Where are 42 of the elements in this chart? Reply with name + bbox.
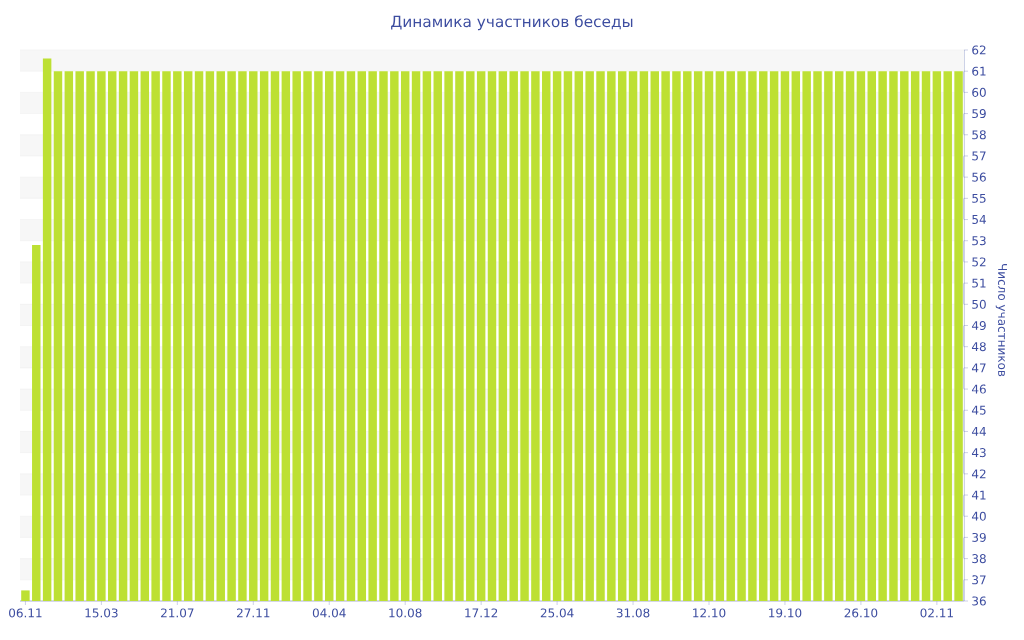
y-tick-label: 58 bbox=[972, 130, 986, 140]
y-tick-label: 43 bbox=[971, 448, 986, 458]
x-tick-label: 15.03 bbox=[85, 608, 118, 618]
x-tick-label: 31.08 bbox=[616, 608, 650, 618]
y-tick-label: 40 bbox=[971, 511, 986, 521]
y-tick-label: 56 bbox=[972, 172, 986, 182]
y-tick-label: 48 bbox=[971, 342, 986, 352]
y-tick-label: 47 bbox=[971, 363, 986, 373]
y-tick-label: 51 bbox=[972, 278, 986, 288]
y-axis-title: Число участников bbox=[995, 264, 1007, 377]
y-tick-label: 55 bbox=[972, 193, 986, 203]
x-tick-label: 10.08 bbox=[389, 608, 422, 618]
x-tick-label: 27.11 bbox=[236, 608, 270, 618]
y-tick-label: 61 bbox=[972, 66, 986, 76]
x-tick-label: 06.11 bbox=[9, 608, 42, 618]
y-tick-label: 57 bbox=[972, 151, 986, 161]
y-tick-label: 52 bbox=[972, 257, 986, 267]
chart-title: Динамика участников беседы bbox=[391, 15, 633, 31]
y-tick-label: 53 bbox=[972, 236, 986, 246]
y-tick-label: 36 bbox=[972, 596, 986, 606]
y-tick-label: 44 bbox=[971, 427, 986, 436]
y-tick-label: 62 bbox=[972, 45, 986, 55]
y-tick-label: 45 bbox=[971, 405, 986, 415]
y-tick-label: 50 bbox=[972, 299, 986, 309]
x-tick-label: 12.10 bbox=[693, 608, 726, 618]
y-tick-label: 49 bbox=[971, 320, 986, 331]
x-tick-label: 26.10 bbox=[844, 608, 878, 618]
y-tick-label: 46 bbox=[971, 384, 986, 394]
x-tick-label: 19.10 bbox=[769, 608, 802, 618]
y-tick-label: 54 bbox=[972, 215, 986, 224]
y-tick-label: 37 bbox=[972, 575, 986, 585]
x-tick-label: 17.12 bbox=[465, 608, 498, 618]
x-tick-label: 21.07 bbox=[161, 608, 194, 618]
y-tick-label: 59 bbox=[972, 109, 986, 119]
x-tick-label: 04.04 bbox=[312, 608, 346, 618]
y-tick-label: 42 bbox=[971, 469, 986, 479]
y-tick-label: 39 bbox=[972, 532, 986, 542]
y-tick-label: 38 bbox=[972, 554, 986, 564]
x-tick-label: 02.11 bbox=[920, 608, 953, 618]
y-tick-label: 60 bbox=[972, 87, 986, 97]
x-tick-label: 25.04 bbox=[540, 608, 574, 618]
y-tick-label: 41 bbox=[971, 490, 986, 500]
